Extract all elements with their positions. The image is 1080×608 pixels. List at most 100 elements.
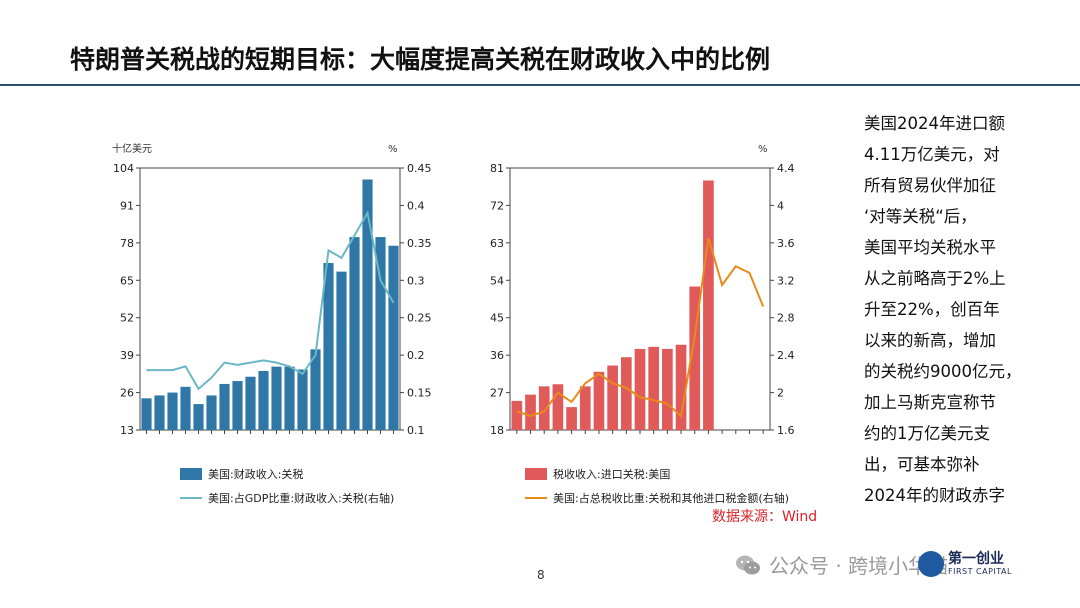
right-axis-unit: % bbox=[758, 144, 768, 155]
right-axis-unit: % bbox=[388, 144, 398, 155]
y-tick-label-right: 0.3 bbox=[407, 274, 425, 287]
bar bbox=[662, 348, 673, 430]
bar bbox=[284, 366, 295, 430]
y-tick-label-left: 91 bbox=[120, 199, 134, 212]
legend-label: 美国:占GDP比重:财政收入:关税(右轴) bbox=[208, 492, 395, 505]
bar bbox=[193, 404, 204, 430]
y-tick-label-right: 2.4 bbox=[777, 349, 795, 362]
y-tick-label-left: 81 bbox=[490, 162, 504, 175]
y-tick-label-right: 0.25 bbox=[407, 312, 432, 325]
bar bbox=[180, 386, 191, 430]
y-tick-label-right: 2 bbox=[777, 387, 784, 400]
plot-frame bbox=[139, 167, 401, 431]
bar bbox=[336, 271, 347, 430]
y-tick-label-left: 45 bbox=[490, 312, 504, 325]
bar bbox=[566, 407, 577, 430]
y-tick-label-right: 3.2 bbox=[777, 274, 795, 287]
y-tick-label-left: 26 bbox=[120, 387, 134, 400]
page-number: 8 bbox=[537, 568, 545, 582]
bar bbox=[154, 395, 165, 430]
chart-right-svg: %18273645546372811.622.42.83.23.644.4200… bbox=[490, 144, 795, 437]
series-line bbox=[516, 237, 765, 418]
y-tick-label-right: 0.45 bbox=[407, 162, 432, 175]
bar bbox=[579, 386, 591, 430]
bar bbox=[703, 180, 714, 430]
bar bbox=[167, 392, 178, 430]
bar bbox=[511, 400, 523, 430]
globe-icon bbox=[918, 551, 944, 577]
side-commentary: 美国2024年进口额 4.11万亿美元，对 所有贸易伙伴加征 ‘对等关税“后， … bbox=[864, 114, 1022, 505]
bar bbox=[232, 381, 243, 430]
watermark: 公众号 · 跨境小华猫 bbox=[735, 550, 948, 579]
legend-swatch-bar bbox=[180, 468, 202, 480]
bar bbox=[552, 384, 564, 430]
y-tick-label-left: 36 bbox=[490, 349, 504, 362]
y-tick-label-right: 0.4 bbox=[407, 199, 425, 212]
bar bbox=[297, 369, 308, 430]
bar bbox=[245, 376, 256, 430]
y-tick-label-left: 72 bbox=[490, 199, 504, 212]
y-tick-label-right: 0.1 bbox=[407, 424, 425, 437]
bar bbox=[141, 398, 152, 430]
bar bbox=[593, 371, 605, 430]
legend-label: 美国:占总税收比重:关税和其他进口税金额(右轴) bbox=[553, 492, 789, 505]
bar bbox=[607, 365, 618, 430]
bar bbox=[648, 346, 660, 430]
legend-right: 税收收入:进口关税:美国 美国:占总税收比重:关税和其他进口税金额(右轴) bbox=[525, 462, 789, 510]
bar bbox=[388, 245, 399, 430]
legend-label: 美国:财政收入:关税 bbox=[208, 468, 304, 481]
y-tick-label-left: 78 bbox=[120, 237, 134, 250]
y-tick-label-right: 3.6 bbox=[777, 237, 795, 250]
data-source: 数据来源：Wind bbox=[712, 509, 818, 525]
chart-tariff-revenue: 十亿美元% 13 26 39 52 65 78 91 104 0.1 0.15 0.2 0.25 0.3 0… bbox=[100, 138, 440, 438]
y-tick-label-left: 54 bbox=[490, 274, 504, 287]
y-tick-label-right: 1.6 bbox=[777, 424, 795, 437]
logo-cn: 第一创业 bbox=[948, 551, 1004, 567]
bar bbox=[634, 348, 646, 430]
page-title: 特朗普关税战的短期目标：大幅度提高关税在财政收入中的比例 bbox=[70, 45, 771, 74]
y-tick-label-left: 52 bbox=[120, 312, 134, 325]
series-line bbox=[146, 210, 395, 391]
bar bbox=[375, 237, 386, 430]
y-tick-label-left: 27 bbox=[490, 387, 504, 400]
bar bbox=[689, 286, 701, 430]
bar bbox=[258, 370, 269, 430]
logo-en: FIRST CAPITAL bbox=[948, 567, 1012, 576]
bar bbox=[362, 179, 373, 430]
bar bbox=[310, 349, 321, 430]
bar bbox=[620, 357, 632, 430]
legend-item-line: 美国:占GDP比重:财政收入:关税(右轴) bbox=[180, 486, 394, 510]
legend-label: 税收收入:进口关税:美国 bbox=[553, 468, 671, 481]
y-tick-label-right: 0.2 bbox=[407, 349, 425, 362]
y-tick-label-left: 65 bbox=[120, 274, 134, 287]
bar bbox=[675, 344, 687, 430]
bar bbox=[349, 237, 360, 430]
y-tick-label-left: 104 bbox=[113, 162, 134, 175]
bar bbox=[538, 386, 550, 430]
legend-swatch-line bbox=[180, 497, 202, 499]
legend-item-bar: 美国:财政收入:关税 bbox=[180, 462, 394, 486]
chart-import-tariff: %18273645546372811.622.42.83.23.644.4200… bbox=[470, 138, 810, 438]
bar bbox=[323, 263, 334, 430]
y-tick-label-right: 4.4 bbox=[777, 162, 795, 175]
y-tick-label-right: 4 bbox=[777, 199, 784, 212]
chart-left-svg: 十亿美元 % 13 26 39 52 65 78 91 104 0.1 0.15 0.2 0.25 0.3 0… bbox=[112, 142, 432, 437]
company-logo: 第一创业 FIRST CAPITAL bbox=[918, 551, 1012, 577]
wechat-icon bbox=[736, 555, 760, 574]
bar bbox=[206, 395, 217, 430]
bar bbox=[219, 383, 230, 430]
left-axis-unit: 十亿美元 bbox=[112, 142, 152, 155]
legend-swatch-bar bbox=[525, 468, 547, 480]
y-tick-label-left: 63 bbox=[490, 237, 504, 250]
y-tick-label-right: 0.35 bbox=[407, 237, 432, 250]
legend-item-bar: 税收收入:进口关税:美国 bbox=[525, 462, 789, 486]
y-tick-label-left: 13 bbox=[120, 424, 134, 437]
bar bbox=[271, 366, 282, 430]
y-tick-label-right: 2.8 bbox=[777, 312, 795, 325]
y-tick-label-left: 39 bbox=[120, 349, 134, 362]
y-tick-label-right: 0.15 bbox=[407, 387, 432, 400]
bar bbox=[525, 394, 536, 430]
title-divider bbox=[0, 84, 1080, 86]
y-tick-label-left: 18 bbox=[490, 424, 504, 437]
legend-left: 美国:财政收入:关税 美国:占GDP比重:财政收入:关税(右轴) bbox=[180, 462, 394, 510]
